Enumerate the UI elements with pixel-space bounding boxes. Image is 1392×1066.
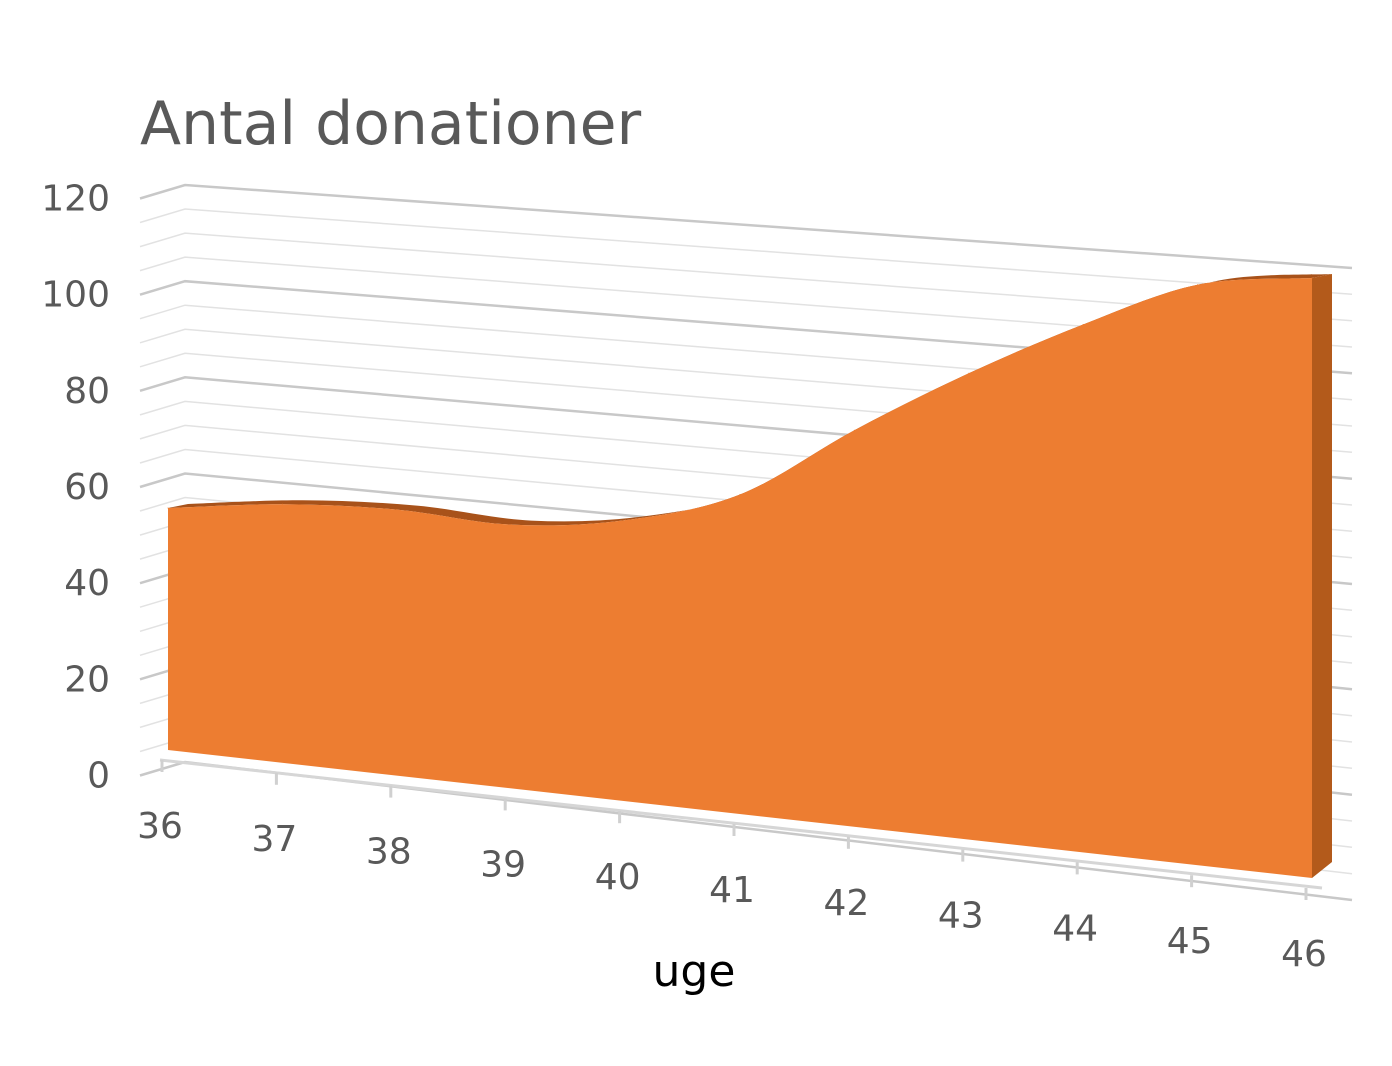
- data-point-46: [1311, 277, 1313, 279]
- data-point-43: [968, 372, 970, 374]
- x-tick-label: 46: [1281, 934, 1327, 975]
- data-point-42: [853, 429, 855, 431]
- minor-gridline: [139, 256, 1353, 348]
- y-tick-label: 60: [64, 467, 110, 508]
- data-point-45: [1197, 284, 1199, 286]
- x-tick-label: 45: [1167, 921, 1213, 962]
- x-tick-label: 38: [366, 832, 412, 873]
- data-point-44: [1082, 324, 1084, 325]
- major-gridline: [139, 279, 1353, 375]
- data-point-39: [510, 524, 512, 526]
- data-point-41: [739, 494, 741, 495]
- data-point-38: [396, 509, 398, 511]
- area-side-face: [1312, 274, 1332, 878]
- major-gridline: [139, 183, 1353, 270]
- minor-gridline: [139, 304, 1353, 401]
- x-tick-label: 36: [137, 806, 183, 847]
- y-tick-label: 120: [41, 179, 110, 220]
- y-axis-tick-labels: 0 20 40 60 80 100 120: [41, 179, 110, 797]
- x-axis-line: [159, 758, 1323, 890]
- x-tick-label: 43: [938, 896, 984, 937]
- x-tick-label: 40: [595, 857, 641, 898]
- axes: [159, 758, 1323, 900]
- area-front-face: [168, 278, 1312, 878]
- minor-gridline: [139, 232, 1353, 322]
- area-series: [167, 274, 1332, 878]
- x-tick-label: 41: [709, 870, 755, 911]
- x-tick-label: 37: [251, 819, 297, 860]
- data-point-36: [167, 507, 169, 509]
- y-tick-label: 0: [87, 756, 110, 797]
- data-point-40: [625, 519, 627, 521]
- chart-title: Antal donationer: [140, 89, 642, 159]
- data-point-37: [281, 503, 283, 505]
- y-tick-label: 80: [64, 371, 110, 412]
- y-tick-label: 40: [64, 563, 110, 604]
- minor-gridline: [139, 208, 1353, 296]
- y-tick-label: 100: [41, 275, 110, 316]
- y-tick-label: 20: [64, 659, 110, 700]
- x-axis-label: uge: [653, 946, 736, 997]
- x-tick-label: 42: [823, 883, 869, 924]
- x-tick-label: 44: [1052, 908, 1098, 949]
- x-axis-tick-labels: 36 37 38 39 40 41 42 43 44 45 46: [137, 806, 1327, 975]
- x-tick-label: 39: [480, 844, 526, 885]
